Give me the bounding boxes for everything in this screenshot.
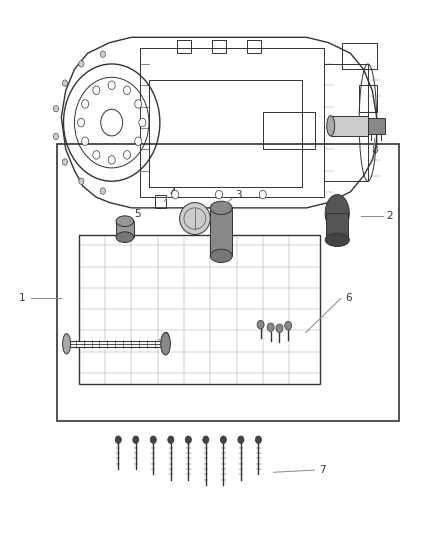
Bar xyxy=(212,40,226,53)
Circle shape xyxy=(100,51,106,58)
Bar xyxy=(140,48,324,197)
Polygon shape xyxy=(326,213,348,240)
Circle shape xyxy=(79,61,84,67)
Circle shape xyxy=(62,159,67,165)
Circle shape xyxy=(100,188,106,194)
Bar xyxy=(79,235,320,384)
Circle shape xyxy=(285,321,292,330)
Bar xyxy=(368,118,385,134)
Text: 5: 5 xyxy=(134,209,141,219)
Circle shape xyxy=(255,436,261,443)
Circle shape xyxy=(276,324,283,333)
Ellipse shape xyxy=(180,203,210,235)
Bar xyxy=(116,221,134,237)
Circle shape xyxy=(79,178,84,184)
Text: 7: 7 xyxy=(318,465,325,475)
Bar xyxy=(210,208,232,256)
Bar xyxy=(57,144,399,421)
Bar xyxy=(155,195,166,208)
Circle shape xyxy=(78,118,85,127)
Bar xyxy=(263,112,315,149)
Circle shape xyxy=(150,436,156,443)
Text: 3: 3 xyxy=(235,190,242,199)
Ellipse shape xyxy=(210,201,232,215)
Circle shape xyxy=(93,86,100,94)
Text: 4: 4 xyxy=(170,188,177,198)
Circle shape xyxy=(135,137,142,146)
Circle shape xyxy=(215,190,223,199)
Circle shape xyxy=(257,320,264,329)
Circle shape xyxy=(124,151,131,159)
Circle shape xyxy=(172,190,179,199)
Circle shape xyxy=(62,80,67,86)
Text: 8: 8 xyxy=(371,146,378,155)
Text: 9: 9 xyxy=(162,332,169,342)
Circle shape xyxy=(139,118,146,127)
Bar xyxy=(359,85,377,112)
Circle shape xyxy=(135,100,142,108)
Bar xyxy=(324,64,368,181)
Circle shape xyxy=(203,436,209,443)
Circle shape xyxy=(220,436,226,443)
Ellipse shape xyxy=(327,116,335,136)
Ellipse shape xyxy=(325,195,350,232)
Circle shape xyxy=(108,81,115,90)
Bar xyxy=(331,116,368,136)
Circle shape xyxy=(168,436,174,443)
Ellipse shape xyxy=(116,216,134,227)
Circle shape xyxy=(81,137,88,146)
Bar xyxy=(177,40,191,53)
Text: 2: 2 xyxy=(386,211,393,221)
Circle shape xyxy=(93,151,100,159)
Text: 1: 1 xyxy=(18,294,25,303)
Ellipse shape xyxy=(116,232,134,243)
Circle shape xyxy=(81,100,88,108)
Circle shape xyxy=(115,436,121,443)
Circle shape xyxy=(53,106,59,112)
Circle shape xyxy=(267,323,274,332)
Ellipse shape xyxy=(63,334,71,354)
Ellipse shape xyxy=(210,249,232,263)
Ellipse shape xyxy=(325,233,350,247)
Circle shape xyxy=(108,156,115,164)
Circle shape xyxy=(133,436,139,443)
Ellipse shape xyxy=(161,333,170,355)
Bar xyxy=(247,40,261,53)
Text: 6: 6 xyxy=(345,294,352,303)
Circle shape xyxy=(53,133,59,140)
Bar xyxy=(149,80,302,187)
Circle shape xyxy=(259,190,266,199)
Circle shape xyxy=(124,86,131,94)
Circle shape xyxy=(238,436,244,443)
Circle shape xyxy=(185,436,191,443)
